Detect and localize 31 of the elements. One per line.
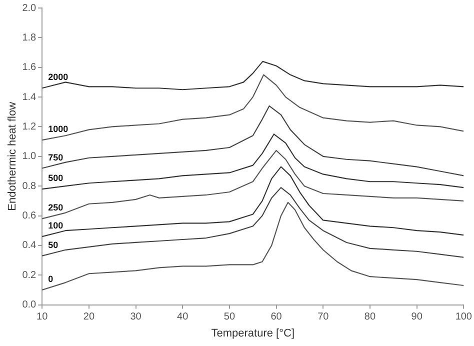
y-tick-label: 1.0 xyxy=(22,151,37,162)
y-tick-label: 1.8 xyxy=(22,32,37,44)
y-tick-label: 1.2 xyxy=(22,121,37,132)
x-tick-label: 20 xyxy=(83,312,95,323)
series-label: 750 xyxy=(48,152,64,162)
x-tick-label: 90 xyxy=(411,312,423,323)
x-tick-label: 60 xyxy=(270,312,282,323)
y-tick-label: 1.4 xyxy=(22,92,37,103)
series-label: 1000 xyxy=(48,124,68,134)
x-tick-label: 30 xyxy=(130,312,142,323)
x-axis-title: Temperature [°C] xyxy=(211,327,295,340)
x-tick-label: 100 xyxy=(455,312,472,323)
x-tick-label: 10 xyxy=(36,312,48,323)
x-tick-label: 80 xyxy=(364,312,376,323)
y-tick-label: 0.4 xyxy=(22,240,37,252)
y-tick-label: 0.8 xyxy=(22,180,37,192)
y-tick-label: 1.6 xyxy=(22,62,37,74)
series-label: 500 xyxy=(48,173,64,184)
y-tick-label: 0.6 xyxy=(22,210,37,222)
series-label: 2000 xyxy=(48,72,68,82)
y-tick-label: 0.0 xyxy=(22,300,37,311)
y-axis-title: Endothermic heat flow xyxy=(6,102,19,211)
x-tick-label: 70 xyxy=(318,312,330,323)
x-tick-label: 40 xyxy=(177,312,189,323)
y-tick-label: 2.0 xyxy=(22,2,37,14)
x-tick-label: 50 xyxy=(224,312,236,323)
series-label: 250 xyxy=(48,202,64,213)
series-label: 100 xyxy=(48,220,64,231)
series-label: 50 xyxy=(48,240,58,250)
series-label: 0 xyxy=(48,274,54,284)
y-tick-label: 0.2 xyxy=(22,270,37,281)
